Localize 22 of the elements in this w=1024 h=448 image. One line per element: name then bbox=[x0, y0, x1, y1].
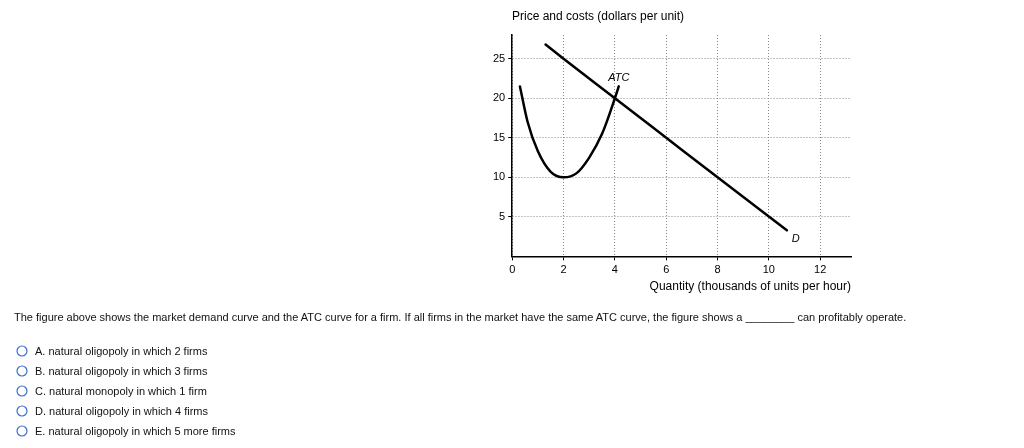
x-tick-label: 10 bbox=[762, 263, 775, 276]
y-tick-label: 20 bbox=[492, 91, 506, 104]
x-axis-title: Quantity (thousands of units per hour) bbox=[649, 279, 851, 294]
x-tick-label: 0 bbox=[509, 263, 516, 276]
series-label: D bbox=[791, 231, 800, 244]
x-tick-label: 6 bbox=[663, 263, 670, 276]
x-tick-label: 8 bbox=[714, 263, 721, 276]
x-tick-label: 2 bbox=[560, 263, 567, 276]
y-tick-label: 5 bbox=[499, 209, 506, 222]
text: C. natural monopoly in which 1 firm bbox=[35, 385, 207, 397]
y-tick-label: 15 bbox=[492, 130, 506, 143]
text: A. natural oligopoly in which 2 firms bbox=[35, 345, 208, 357]
text: D. natural oligopoly in which 4 firms bbox=[35, 405, 209, 417]
series-label: ATC bbox=[607, 70, 630, 83]
y-tick-label: 25 bbox=[492, 51, 506, 64]
text: B. natural oligopoly in which 3 firms bbox=[35, 365, 208, 377]
y-tick-label: 10 bbox=[492, 170, 506, 183]
text: E. natural oligopoly in which 5 more firms bbox=[35, 425, 236, 437]
y-axis-title: Price and costs (dollars per unit) bbox=[512, 9, 685, 24]
text: The figure above shows the market demand curve and the ATC curve for a firm. If all firms in the market have the same ATC curve, the figure shows a ________ can profitably operate. bbox=[14, 311, 907, 323]
x-tick-label: 4 bbox=[611, 263, 618, 276]
x-tick-label: 12 bbox=[814, 263, 827, 276]
